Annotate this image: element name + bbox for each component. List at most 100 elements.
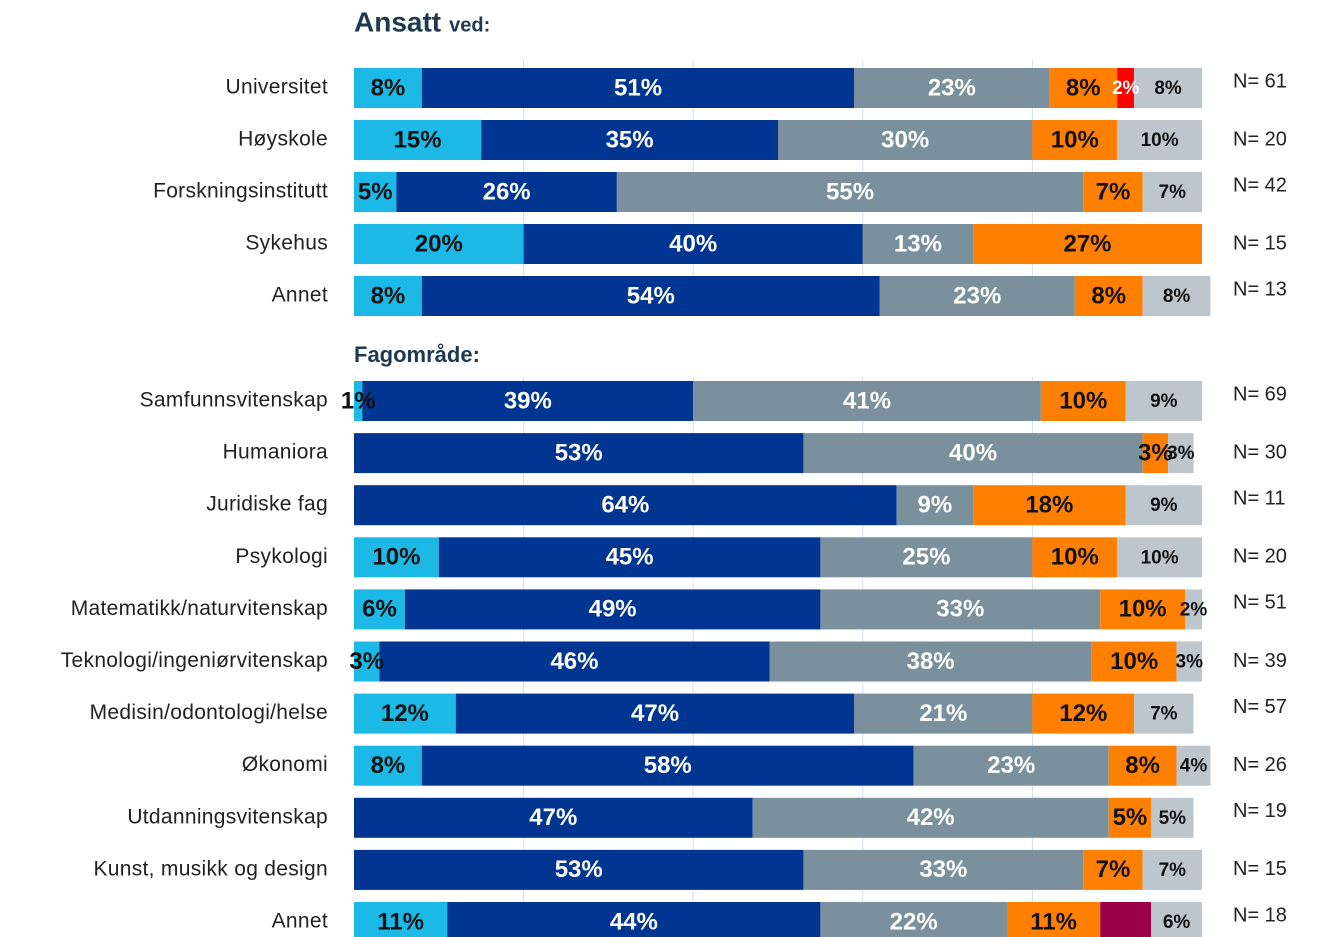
bar-segment	[769, 641, 1092, 682]
n-label: N= 19	[1233, 800, 1287, 822]
value-label: 42%	[907, 804, 955, 831]
value-label: 47%	[631, 700, 679, 727]
category-label: Annet	[272, 284, 328, 307]
category-label: Økonomi	[242, 753, 328, 776]
bar-segment	[820, 537, 1033, 578]
category-label: Utdanningsvitenskap	[127, 805, 328, 828]
value-label: 35%	[606, 126, 654, 153]
value-label: 7%	[1096, 856, 1131, 883]
value-label: 23%	[953, 282, 1001, 309]
value-label: 41%	[843, 387, 891, 414]
category-label: Samfunnsvitenskap	[140, 389, 328, 412]
chart-title: Ansatt	[354, 6, 441, 37]
value-label: 7%	[1150, 704, 1178, 725]
n-label: N= 15	[1233, 232, 1287, 254]
value-label: 3%	[1138, 439, 1173, 466]
n-label: N= 42	[1233, 174, 1287, 196]
value-label: 9%	[1150, 495, 1178, 516]
value-label: 9%	[918, 492, 953, 519]
bar-segment	[1083, 849, 1143, 890]
bar-segment	[354, 120, 482, 160]
value-label: 38%	[907, 648, 955, 675]
value-label: 27%	[1063, 230, 1111, 257]
value-label: 8%	[371, 752, 406, 779]
bar-segment	[421, 68, 855, 108]
bar-segment	[1185, 589, 1202, 630]
bar-segment	[973, 485, 1126, 526]
category-label: Matematikk/naturvitenskap	[71, 597, 328, 620]
value-label: 23%	[987, 752, 1035, 779]
n-label: N= 18	[1233, 904, 1287, 926]
value-label: 51%	[614, 74, 662, 101]
value-label: 40%	[949, 439, 997, 466]
bar-segment	[1142, 172, 1202, 212]
bar-segment	[1006, 902, 1101, 937]
value-label: 18%	[1025, 492, 1073, 519]
bar-segment	[354, 537, 439, 578]
bar-segment	[1176, 641, 1202, 682]
value-label: 10%	[1110, 648, 1158, 675]
value-label: 10%	[372, 544, 420, 571]
value-label: 2%	[1112, 78, 1140, 99]
value-label: 10%	[1141, 547, 1179, 568]
bar-segment	[1125, 381, 1202, 421]
value-label: 12%	[381, 700, 429, 727]
bar-segment	[1134, 693, 1194, 734]
value-label: 10%	[1051, 544, 1099, 571]
category-label: Universitet	[226, 76, 329, 99]
chart-subtitle: ved:	[449, 14, 490, 36]
bar-segment	[973, 224, 1202, 264]
value-label: 7%	[1159, 182, 1187, 203]
value-label: 6%	[1163, 912, 1191, 933]
value-label: 49%	[589, 596, 637, 623]
value-label: 30%	[881, 126, 929, 153]
category-label: Kunst, musikk og design	[93, 857, 328, 880]
value-label: 39%	[504, 387, 552, 414]
value-label: 8%	[1163, 286, 1191, 307]
value-label: 13%	[894, 230, 942, 257]
bar-segment	[362, 381, 694, 421]
bar-segment	[354, 276, 422, 316]
bar-segment	[616, 172, 1084, 212]
bar-segment	[693, 381, 1041, 421]
value-label: 11%	[377, 908, 424, 935]
bar-segment	[1032, 537, 1118, 578]
bar-segment	[862, 224, 974, 264]
bar-segment	[752, 797, 1109, 838]
value-label: 33%	[936, 596, 984, 623]
bar-segment	[354, 433, 804, 474]
value-label: 33%	[919, 856, 967, 883]
bar-segment	[820, 589, 1101, 630]
value-label: 8%	[1066, 74, 1101, 101]
value-label: 26%	[483, 178, 531, 205]
value-label: 9%	[1150, 391, 1178, 412]
bar-segment	[1125, 485, 1202, 526]
bar-segment	[396, 172, 617, 212]
bar-segment	[379, 641, 770, 682]
category-label: Juridiske fag	[206, 493, 328, 516]
value-label: 11%	[1030, 908, 1077, 935]
n-label: N= 69	[1233, 383, 1287, 405]
bar-segment	[354, 68, 422, 108]
bar-segment	[421, 745, 914, 786]
bar-segment	[803, 433, 1143, 474]
bar-segment	[1142, 433, 1169, 474]
value-label: 44%	[610, 908, 658, 935]
value-label: 8%	[1125, 752, 1160, 779]
bar-segment	[455, 693, 855, 734]
n-label: N= 39	[1233, 650, 1287, 672]
value-label: 20%	[415, 230, 463, 257]
bar-segment	[778, 120, 1033, 160]
bar-segment	[1142, 849, 1202, 890]
value-label: 1%	[341, 387, 376, 414]
value-label: 10%	[1141, 130, 1179, 151]
bar-segment	[447, 902, 821, 937]
bar-segment	[354, 381, 363, 421]
bar-segment	[854, 68, 1050, 108]
bar-segment	[1100, 902, 1152, 937]
bar-segment	[803, 849, 1084, 890]
bar-segment	[1151, 797, 1194, 838]
value-label: 7%	[1096, 178, 1131, 205]
category-label: Psykologi	[235, 545, 328, 568]
